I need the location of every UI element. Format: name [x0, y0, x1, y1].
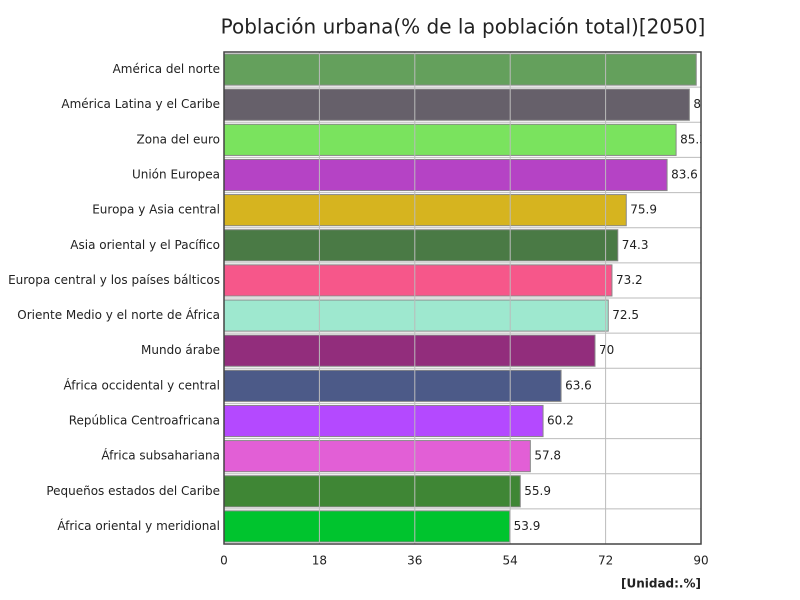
bar — [224, 194, 627, 227]
bar — [224, 264, 613, 297]
y-tick-label: Mundo árabe — [141, 343, 220, 357]
data-label: 73.2 — [616, 273, 643, 287]
x-tick-label: 90 — [693, 554, 708, 568]
plot-border — [223, 51, 702, 545]
y-tick-label: Europa y Asia central — [92, 203, 220, 217]
unit-label: [Unidad:.%] — [621, 577, 701, 591]
y-tick-label: Asia oriental y el Pacífico — [70, 238, 220, 252]
data-label: 72.5 — [612, 308, 639, 322]
data-label: 75.9 — [630, 203, 657, 217]
y-tick-label: Oriente Medio y el norte de África — [17, 307, 220, 322]
x-tick-label: 0 — [220, 554, 228, 568]
bar — [224, 440, 531, 473]
bar — [224, 53, 697, 86]
x-tick-label: 36 — [407, 554, 422, 568]
data-label: 55.9 — [524, 484, 551, 498]
bar — [224, 369, 562, 402]
data-label: 70 — [599, 343, 614, 357]
x-tick-label: 72 — [598, 554, 613, 568]
bar — [224, 158, 668, 192]
y-tick-label: Pequeños estados del Caribe — [46, 484, 220, 498]
bar — [224, 229, 619, 262]
bar — [224, 299, 609, 332]
y-tick-label: República Centroafricana — [69, 414, 220, 428]
y-tick-label: África oriental y meridional — [57, 518, 220, 533]
bar — [224, 123, 677, 156]
bar — [224, 334, 596, 367]
y-tick-label: América del norte — [113, 62, 220, 76]
y-tick-label: América Latina y el Caribe — [61, 97, 220, 111]
y-tick-label: Zona del euro — [137, 132, 220, 146]
data-label: 57.8 — [534, 449, 561, 463]
x-tick-label: 18 — [312, 554, 327, 568]
y-tick-label: África occidental y central — [63, 377, 220, 392]
bar — [224, 404, 544, 438]
data-label: 53.9 — [514, 519, 541, 533]
data-label: 83.6 — [671, 168, 698, 182]
y-tick-label: Europa central y los países bálticos — [8, 273, 220, 287]
data-label: 85.3 — [680, 132, 707, 146]
bar — [224, 475, 521, 508]
y-tick-label: África subsahariana — [101, 448, 220, 463]
plot-area: 89.1 87.8 85.3 83.6 75.9 74.3 73.2 72.5 70 63.6 60… — [224, 53, 727, 543]
bar — [224, 510, 511, 543]
data-label: 63.6 — [565, 378, 592, 392]
data-label: 60.2 — [547, 414, 574, 428]
data-label: 87.8 — [693, 97, 720, 111]
data-label: 74.3 — [622, 238, 649, 252]
chart-title: Población urbana(% de la población total… — [221, 15, 706, 39]
data-label: 89.1 — [700, 62, 727, 76]
bar — [224, 88, 690, 121]
y-tick-label: Unión Europea — [132, 168, 220, 182]
x-tick-label: 54 — [503, 554, 518, 568]
